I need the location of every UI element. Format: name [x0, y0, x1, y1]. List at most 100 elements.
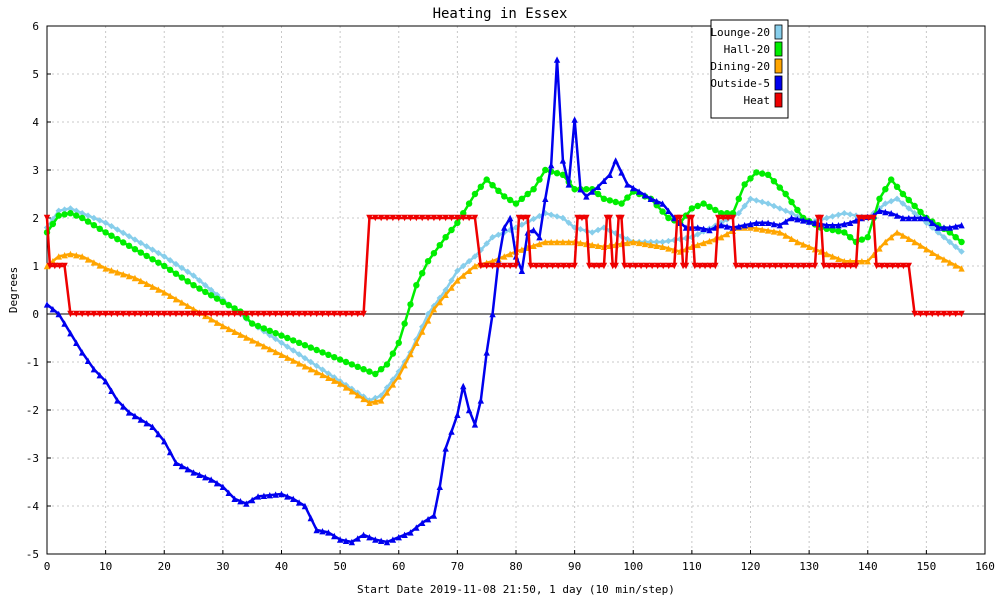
- chart-title: Heating in Essex: [433, 6, 568, 22]
- data-point: [213, 480, 221, 487]
- data-point: [577, 239, 584, 247]
- data-point: [213, 319, 221, 326]
- x-tick-label: 120: [741, 560, 761, 573]
- data-point: [783, 262, 790, 270]
- data-point: [749, 262, 757, 270]
- data-point: [96, 217, 103, 224]
- data-point: [589, 229, 596, 236]
- data-point: [594, 190, 602, 198]
- x-tick-label: 100: [623, 560, 643, 573]
- data-point: [794, 262, 802, 270]
- data-point: [940, 234, 948, 241]
- data-point: [354, 535, 361, 542]
- data-point: [125, 233, 133, 240]
- data-point: [131, 236, 139, 243]
- data-point: [782, 232, 789, 239]
- data-point: [49, 306, 57, 313]
- y-tick-label: -2: [26, 404, 39, 417]
- data-point: [84, 256, 92, 263]
- data-point: [911, 310, 918, 318]
- data-point: [536, 212, 543, 220]
- data-point: [237, 310, 244, 318]
- data-point: [688, 205, 696, 212]
- data-point: [424, 214, 432, 222]
- data-point: [518, 267, 526, 274]
- data-point: [724, 214, 732, 222]
- data-point: [319, 528, 326, 535]
- y-tick-label: 6: [32, 20, 39, 33]
- legend-swatch: [774, 75, 783, 91]
- data-point: [125, 272, 133, 280]
- data-point: [290, 310, 297, 318]
- x-tick-label: 30: [216, 560, 229, 573]
- y-tick-label: -1: [26, 356, 39, 369]
- data-point: [454, 214, 461, 222]
- data-point: [278, 332, 285, 339]
- data-point: [73, 310, 80, 318]
- data-point: [266, 492, 273, 499]
- data-point: [231, 310, 238, 318]
- x-tick-label: 160: [975, 560, 995, 573]
- data-point: [835, 255, 842, 262]
- data-point: [805, 243, 813, 250]
- data-point: [155, 310, 162, 318]
- data-point: [120, 310, 127, 318]
- data-point: [835, 222, 842, 229]
- data-point: [149, 423, 156, 430]
- data-point: [929, 310, 936, 318]
- x-axis-label: Start Date 2019-11-08 21:50, 1 day (10 m…: [357, 583, 675, 596]
- data-point: [923, 214, 930, 222]
- data-point: [594, 226, 602, 234]
- data-point: [829, 253, 836, 260]
- data-point: [553, 170, 561, 177]
- data-point: [307, 358, 315, 366]
- data-point: [372, 214, 379, 222]
- data-point: [389, 214, 397, 222]
- data-point: [753, 169, 760, 176]
- data-point: [67, 205, 74, 212]
- data-point: [219, 310, 227, 318]
- data-point: [665, 207, 672, 214]
- data-point: [448, 284, 455, 291]
- data-point: [929, 224, 936, 231]
- data-point: [243, 314, 250, 321]
- data-point: [360, 310, 367, 318]
- legend-swatch: [774, 58, 783, 74]
- data-point: [190, 282, 197, 289]
- data-point: [694, 231, 701, 238]
- data-point: [538, 262, 545, 270]
- data-point: [237, 331, 244, 338]
- data-point: [90, 366, 98, 373]
- data-point: [243, 310, 250, 318]
- data-point: [911, 238, 918, 246]
- data-point: [319, 349, 326, 356]
- data-point: [717, 234, 725, 241]
- x-tick-label: 130: [799, 560, 819, 573]
- data-point: [166, 292, 174, 299]
- data-point: [759, 226, 766, 233]
- data-point: [284, 334, 291, 342]
- data-point: [155, 259, 162, 266]
- data-point: [61, 211, 68, 218]
- data-point: [946, 224, 954, 231]
- data-point: [882, 238, 889, 246]
- data-point: [102, 310, 109, 318]
- x-tick-label: 10: [99, 560, 112, 573]
- data-point: [120, 239, 127, 246]
- data-point: [178, 462, 186, 470]
- data-point: [823, 214, 830, 222]
- data-point: [606, 197, 613, 204]
- data-point: [595, 262, 603, 270]
- data-point: [295, 499, 303, 506]
- data-point: [155, 430, 162, 438]
- data-point: [348, 388, 356, 395]
- data-point: [43, 301, 51, 308]
- data-point: [764, 171, 772, 178]
- data-point: [889, 262, 896, 270]
- data-point: [430, 214, 438, 222]
- data-point: [547, 238, 555, 246]
- data-point: [260, 310, 268, 318]
- data-point: [624, 239, 631, 247]
- data-point: [284, 354, 291, 361]
